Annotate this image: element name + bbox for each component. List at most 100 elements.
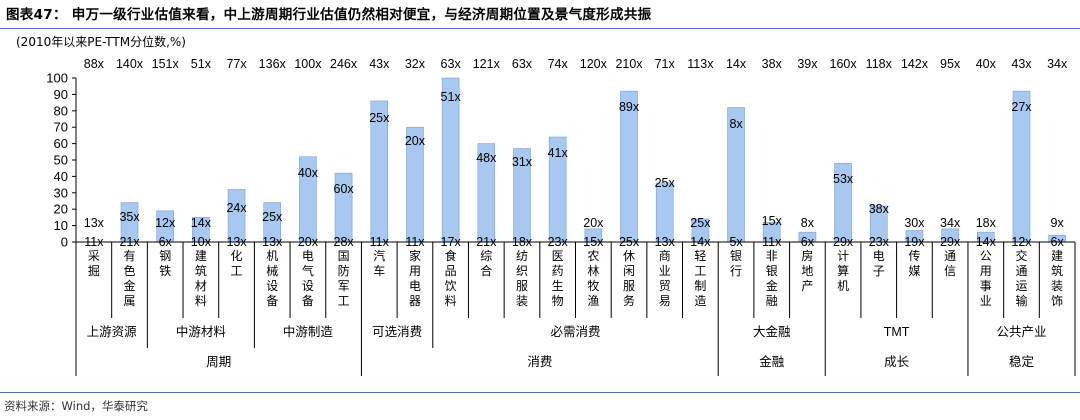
group-label-l1: 中游制造 xyxy=(283,324,334,339)
current-pe-label: 210x xyxy=(615,57,643,71)
category-label-char: 钢 xyxy=(159,249,171,263)
current-pe-label: 40x xyxy=(976,57,997,71)
current-pe-label: 77x xyxy=(226,57,247,71)
max-pe-label: 48x xyxy=(476,151,497,165)
group-label-l2: 周期 xyxy=(206,355,231,369)
y-tick-label: 90 xyxy=(54,87,68,102)
y-tick-label: 100 xyxy=(46,71,68,86)
category-label: 计算机 xyxy=(837,249,849,293)
category-label-char: 公 xyxy=(980,249,992,263)
category-label-char: 轻 xyxy=(694,249,706,263)
category-label-char: 纺 xyxy=(516,249,528,263)
category-label: 银行 xyxy=(730,249,742,278)
category-label: 公用事业 xyxy=(980,249,992,308)
category-label-char: 色 xyxy=(124,264,136,278)
category-label: 商业贸易 xyxy=(659,248,671,308)
category-label-char: 采 xyxy=(88,249,100,263)
category-label-char: 牧 xyxy=(587,279,599,293)
max-pe-label: 12x xyxy=(155,216,176,230)
max-pe-label: 89x xyxy=(619,100,640,114)
category-label-char: 设 xyxy=(302,279,314,293)
category-label-char: 交 xyxy=(1015,248,1027,263)
y-tick-label: 20 xyxy=(54,202,68,217)
category-label-char: 掘 xyxy=(88,263,100,278)
max-pe-label: 25x xyxy=(690,216,711,230)
min-pe-label: 11x xyxy=(84,235,104,249)
category-label-char: 电 xyxy=(302,249,314,263)
min-pe-label: 14x xyxy=(690,235,711,249)
y-tick-label: 0 xyxy=(61,235,68,250)
category-label-char: 药 xyxy=(552,264,564,278)
category-label-char: 化 xyxy=(231,249,243,263)
category-label: 国防军工 xyxy=(338,249,350,308)
category-label-char: 地 xyxy=(801,264,813,278)
category-label-char: 医 xyxy=(552,249,564,263)
min-pe-label: 28x xyxy=(334,235,355,249)
category-label-char: 铁 xyxy=(159,264,171,278)
current-pe-label: 118x xyxy=(866,57,893,71)
group-label-l1: 可选消费 xyxy=(372,325,422,339)
category-label-char: 休 xyxy=(623,249,635,263)
category-label-char: 融 xyxy=(766,294,778,308)
min-pe-label: 11x xyxy=(762,235,782,249)
min-pe-label: 17x xyxy=(441,235,462,249)
y-tick-label: 60 xyxy=(54,136,68,151)
current-pe-label: 88x xyxy=(84,57,105,71)
category-label-char: 业 xyxy=(980,294,992,308)
category-label-char: 金 xyxy=(124,278,136,293)
current-pe-label: 43x xyxy=(1011,57,1032,71)
category-label: 汽车 xyxy=(373,248,385,278)
category-label-char: 制 xyxy=(694,279,706,293)
current-pe-label: 34x xyxy=(1047,57,1068,71)
category-label-char: 属 xyxy=(124,294,136,308)
max-pe-label: 14x xyxy=(191,216,212,230)
max-pe-label: 15x xyxy=(762,214,783,228)
category-label: 医药生物 xyxy=(552,249,564,308)
current-pe-label: 121x xyxy=(473,57,501,71)
current-pe-label: 142x xyxy=(901,57,929,71)
category-label-char: 料 xyxy=(195,294,207,308)
category-label-char: 银 xyxy=(766,264,778,278)
current-pe-label: 140x xyxy=(116,57,144,71)
category-label-char: 车 xyxy=(373,263,385,278)
category-label-char: 媒 xyxy=(908,264,920,278)
min-pe-label: 19x xyxy=(904,235,925,249)
category-label-char: 食 xyxy=(445,248,457,263)
category-label: 传媒 xyxy=(908,248,920,278)
category-label-char: 品 xyxy=(445,264,457,278)
chart-unit-label: (2010年以来PE-TTM分位数,%) xyxy=(16,35,186,49)
source-note: 资料来源：Wind，华泰研究 xyxy=(4,399,148,413)
current-pe-label: 71x xyxy=(655,57,676,71)
category-label-char: 装 xyxy=(1051,279,1063,293)
category-label: 轻工制造 xyxy=(694,249,706,308)
category-label-char: 合 xyxy=(480,263,492,278)
category-label-char: 产 xyxy=(801,279,813,293)
max-pe-label: 24x xyxy=(226,201,247,215)
max-pe-label: 27x xyxy=(1011,100,1032,114)
category-label-char: 林 xyxy=(587,264,599,278)
min-pe-label: 25x xyxy=(619,235,640,249)
category-label: 交通运输 xyxy=(1015,248,1027,308)
min-pe-label: 21x xyxy=(119,235,140,249)
max-pe-label: 31x xyxy=(512,155,533,169)
category-label-char: 气 xyxy=(302,263,314,278)
category-label-char: 易 xyxy=(659,294,671,308)
category-label-char: 建 xyxy=(1051,249,1063,263)
max-pe-label: 20x xyxy=(583,216,604,230)
category-label: 休闲服务 xyxy=(623,249,635,308)
title-rule xyxy=(0,28,1080,29)
category-label-char: 筑 xyxy=(195,263,207,278)
min-pe-label: 14x xyxy=(976,235,997,249)
category-label: 电气设备 xyxy=(302,249,314,308)
max-pe-label: 53x xyxy=(833,172,854,186)
category-label-char: 饰 xyxy=(1051,294,1063,308)
max-pe-label: 60x xyxy=(334,182,355,196)
min-pe-label: 12x xyxy=(1011,235,1032,249)
category-label-char: 械 xyxy=(266,263,278,278)
category-label-char: 家 xyxy=(409,248,421,263)
category-label-char: 织 xyxy=(516,264,528,278)
source-rule xyxy=(0,392,1080,393)
max-pe-label: 13x xyxy=(84,216,105,230)
category-label-char: 渔 xyxy=(587,294,599,308)
